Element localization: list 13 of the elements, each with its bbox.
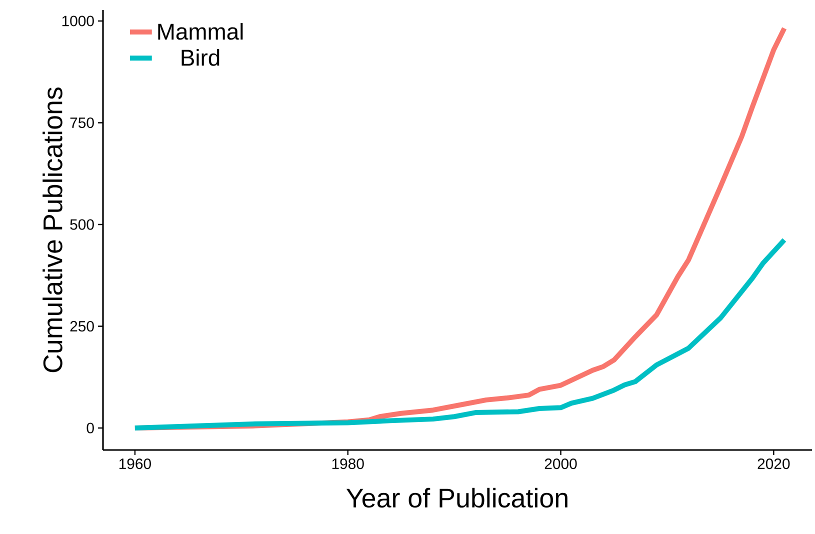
y-axis-title: Cumulative Publications bbox=[42, 88, 62, 372]
y-tick-label: 1000 bbox=[62, 16, 94, 26]
y-tick-label: 0 bbox=[86, 422, 94, 434]
x-tick-label: 2000 bbox=[544, 458, 577, 470]
legend-label: Bird bbox=[182, 49, 220, 66]
y-tick-label: 250 bbox=[70, 320, 94, 332]
x-tick-label: 1960 bbox=[119, 458, 151, 470]
x-tick-label: 2020 bbox=[758, 458, 790, 470]
x-axis-title: Year of Publication bbox=[346, 488, 568, 508]
x-tick-label: 1980 bbox=[332, 458, 364, 470]
y-tick-label: 500 bbox=[70, 219, 94, 230]
y-tick-label: 750 bbox=[70, 117, 94, 128]
legend-label: Mammal bbox=[158, 22, 243, 40]
